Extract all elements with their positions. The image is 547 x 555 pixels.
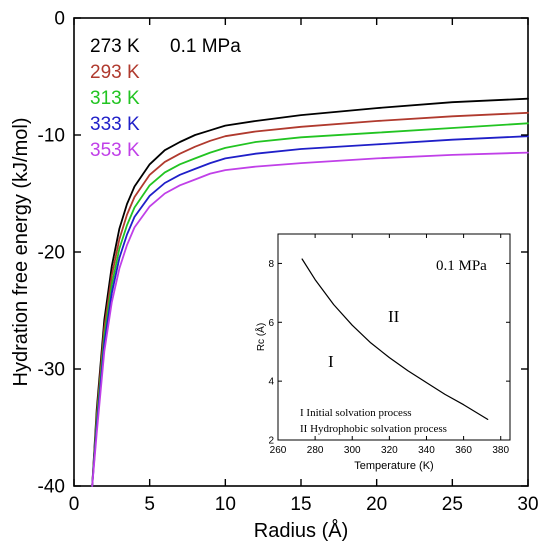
inset-x-tick-label: 320 xyxy=(381,445,398,456)
main-y-tick-label: -40 xyxy=(38,477,65,498)
main-x-tick-label: 5 xyxy=(144,494,155,515)
inset-x-axis-label: Temperature (K) xyxy=(354,460,433,472)
inset-background xyxy=(258,232,512,458)
inset-y-tick-label: 2 xyxy=(268,436,274,447)
main-y-tick-label: 0 xyxy=(54,9,65,30)
main-series-line-273k xyxy=(91,97,529,487)
legend-entry-293k: 293 K xyxy=(90,62,140,83)
main-x-tick-label: 30 xyxy=(517,494,538,515)
main-series-line-293k xyxy=(91,111,529,487)
legend-entry-273k: 273 K xyxy=(90,36,140,57)
main-series-line-353k xyxy=(91,151,529,487)
inset-x-tick-label: 380 xyxy=(492,445,509,456)
inset-y-tick-label: 8 xyxy=(268,259,274,270)
legend-entry-313k: 313 K xyxy=(90,88,140,109)
main-y-tick-label: -10 xyxy=(38,126,65,147)
inset-x-tick-label: 280 xyxy=(307,445,324,456)
inset-x-tick-label: 300 xyxy=(344,445,361,456)
main-x-tick-label: 20 xyxy=(366,494,387,515)
legend-entry-333k: 333 K xyxy=(90,114,140,135)
inset-y-tick-label: 6 xyxy=(268,318,274,329)
inset-x-tick-label: 360 xyxy=(455,445,472,456)
inset-region-label-i: I xyxy=(328,352,334,371)
main-ticks: 0 5 10 15 20 25 300-10-20-30-40 xyxy=(38,9,539,515)
legend-annotation-pressure: 0.1 MPa xyxy=(170,36,241,57)
inset-series-line-series-0 xyxy=(301,258,489,420)
inset-plot-frame xyxy=(277,233,511,441)
main-x-axis-label: Radius (Å) xyxy=(254,519,348,542)
inset-note-region-i: I Initial solvation process xyxy=(300,407,412,419)
main-series-line-333k xyxy=(91,135,529,487)
main-series-line-313k xyxy=(91,122,529,487)
main-curves xyxy=(91,97,529,487)
main-x-tick-label: 0 xyxy=(69,494,80,515)
main-x-tick-label: 10 xyxy=(215,494,236,515)
main-x-tick-label: 15 xyxy=(290,494,311,515)
main-y-axis-label: Hydration free energy (kJ/mol) xyxy=(10,118,32,387)
main-x-tick-label: 25 xyxy=(442,494,463,515)
main-y-tick-label: -30 xyxy=(38,360,65,381)
inset-region-label-ii: II xyxy=(388,307,400,326)
inset-x-tick-label: 340 xyxy=(418,445,435,456)
inset-y-tick-label: 4 xyxy=(268,377,274,388)
inset-chart: 260 280 300 320 340 360 380 2 4 6 8 Temperature (K… xyxy=(254,232,512,472)
inset-note-region-ii: II Hydrophobic solvation process xyxy=(300,423,447,435)
inset-curves xyxy=(301,258,489,420)
inset-x-tick-label: 260 xyxy=(270,445,287,456)
inset-y-axis-label: Rc (Å) xyxy=(254,323,267,351)
inset-ticks: 260 280 300 320 340 360 380 2 4 6 8 xyxy=(268,234,510,456)
legend: 273 K 0.1 MPa 293 K 313 K 333 K 353 K xyxy=(90,36,241,161)
inset-annotation-pressure: 0.1 MPa xyxy=(436,258,487,274)
main-y-tick-label: -20 xyxy=(38,243,65,264)
legend-entry-353k: 353 K xyxy=(90,140,140,161)
